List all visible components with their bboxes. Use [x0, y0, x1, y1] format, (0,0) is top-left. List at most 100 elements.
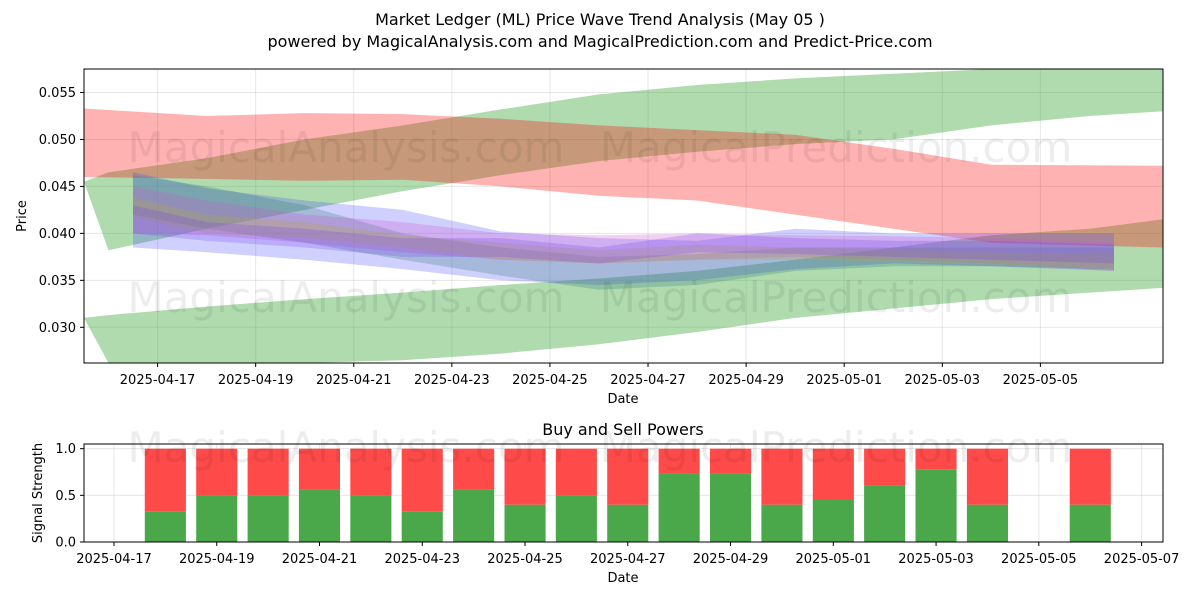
buy-power-bar — [915, 469, 957, 542]
signal-x-tick-label: 2025-04-29 — [693, 552, 769, 567]
signal-y-label: Signal Strength — [31, 443, 46, 543]
sell-power-bar — [658, 448, 700, 474]
price-x-tick-label: 2025-04-25 — [512, 373, 588, 388]
watermark-analysis-mid: MagicalAnalysis.com — [128, 273, 565, 322]
price-wave-band-0 — [84, 69, 1163, 251]
watermark-analysis-bottom: MagicalAnalysis.com — [128, 423, 565, 472]
sell-power-bar — [401, 448, 443, 512]
watermark-analysis-top: MagicalAnalysis.com — [128, 123, 565, 172]
price-x-tick-label: 2025-05-05 — [1003, 373, 1079, 388]
price-wave-band-4 — [133, 175, 1114, 290]
signal-x-tick-label: 2025-04-23 — [384, 552, 460, 567]
watermark-prediction-top: MagicalPrediction.com — [600, 123, 1073, 172]
buy-power-bar — [555, 495, 597, 542]
sell-power-bar — [504, 448, 546, 505]
chart-subtitle: powered by MagicalAnalysis.com and Magic… — [267, 32, 932, 51]
sell-power-bar — [812, 448, 854, 500]
price-x-tick-label: 2025-04-29 — [708, 373, 784, 388]
price-wave-band-3 — [133, 172, 1114, 285]
sell-power-bar — [453, 448, 495, 490]
buy-power-bar — [196, 495, 238, 542]
price-y-label: Price — [15, 200, 30, 232]
sell-power-bar — [247, 448, 289, 496]
sell-power-bar — [607, 448, 649, 505]
signal-panel: Buy and Sell Powers MagicalAnalysis.com … — [31, 420, 1179, 586]
signal-x-tick-label: 2025-04-19 — [179, 552, 255, 567]
signal-x-label: Date — [607, 571, 638, 586]
signal-x-tick-label: 2025-04-25 — [487, 552, 563, 567]
sell-power-bar — [350, 448, 392, 496]
price-wave-band-1 — [84, 219, 1163, 363]
chart-title: Market Ledger (ML) Price Wave Trend Anal… — [375, 10, 825, 29]
buy-power-bar — [350, 495, 392, 542]
buy-power-bar — [504, 504, 546, 542]
sell-power-bar — [966, 448, 1008, 505]
price-wave-band-6 — [133, 197, 1114, 270]
signal-title: Buy and Sell Powers — [542, 420, 704, 439]
signal-x-tick-label: 2025-05-07 — [1104, 552, 1180, 567]
price-x-tick-label: 2025-04-27 — [610, 373, 686, 388]
price-x-label: Date — [607, 392, 638, 407]
buy-power-bar — [1069, 504, 1111, 542]
signal-y-tick-label: 0.5 — [55, 489, 76, 504]
price-y-tick-label: 0.045 — [39, 180, 76, 195]
sell-power-bar — [761, 448, 803, 505]
price-bands — [84, 69, 1163, 363]
price-y-ticks: 0.030 0.035 0.040 0.045 0.050 0.055 — [39, 86, 84, 336]
price-x-tick-label: 2025-04-23 — [414, 373, 490, 388]
watermark-prediction-mid: MagicalPrediction.com — [600, 273, 1073, 322]
price-wave-band-7 — [133, 205, 1114, 264]
price-y-tick-label: 0.050 — [39, 133, 76, 148]
signal-y-tick-label: 0.0 — [55, 536, 76, 551]
buy-power-bar — [658, 473, 700, 542]
sell-power-bar — [864, 448, 906, 486]
buy-power-bar — [864, 485, 906, 542]
price-x-tick-label: 2025-05-03 — [905, 373, 981, 388]
sell-power-bar — [915, 448, 957, 470]
sell-power-bar — [555, 448, 597, 496]
price-wave-band-2 — [84, 108, 1163, 248]
buy-power-bar — [298, 489, 340, 542]
price-y-tick-label: 0.035 — [39, 274, 76, 289]
price-x-tick-label: 2025-04-21 — [316, 373, 392, 388]
sell-power-bar — [144, 448, 186, 512]
price-wave-band-5 — [133, 186, 1114, 271]
buy-power-bar — [247, 495, 289, 542]
signal-y-ticks: 0.0 0.5 1.0 — [55, 442, 84, 551]
buy-power-bar — [966, 504, 1008, 542]
price-x-tick-label: 2025-04-17 — [120, 373, 196, 388]
buy-power-bar — [453, 489, 495, 542]
buy-power-bar — [812, 500, 854, 542]
price-x-ticks: 2025-04-17 2025-04-19 2025-04-21 2025-04-23… — [120, 363, 1078, 388]
price-y-tick-label: 0.055 — [39, 86, 76, 101]
sell-power-bar — [196, 448, 238, 496]
buy-power-bar — [144, 511, 186, 542]
buy-power-bar — [710, 473, 752, 542]
price-y-tick-label: 0.030 — [39, 321, 76, 336]
price-x-tick-label: 2025-05-01 — [806, 373, 882, 388]
signal-axes-frame — [83, 443, 1164, 543]
signal-x-tick-label: 2025-04-21 — [282, 552, 358, 567]
signal-x-ticks: 2025-04-17 2025-04-19 2025-04-21 2025-04-23… — [76, 542, 1179, 567]
signal-x-tick-label: 2025-04-27 — [590, 552, 666, 567]
price-x-tick-label: 2025-04-19 — [218, 373, 294, 388]
buy-power-bar — [607, 504, 649, 542]
signal-x-tick-label: 2025-05-05 — [1001, 552, 1077, 567]
buy-power-bar — [761, 504, 803, 542]
signal-x-tick-label: 2025-04-17 — [76, 552, 152, 567]
sell-power-bar — [1069, 448, 1111, 505]
price-axes-frame — [83, 68, 1164, 364]
signal-y-tick-label: 1.0 — [55, 442, 76, 457]
watermark-prediction-bottom: MagicalPrediction.com — [600, 423, 1073, 472]
signal-x-tick-label: 2025-05-01 — [796, 552, 872, 567]
price-grid — [84, 69, 1163, 363]
price-y-tick-label: 0.040 — [39, 227, 76, 242]
signal-x-tick-label: 2025-05-03 — [898, 552, 974, 567]
signal-bars — [144, 448, 1111, 542]
sell-power-bar — [298, 448, 340, 490]
buy-power-bar — [401, 511, 443, 542]
price-panel: MagicalAnalysis.com MagicalPrediction.co… — [15, 68, 1164, 407]
sell-power-bar — [710, 448, 752, 474]
